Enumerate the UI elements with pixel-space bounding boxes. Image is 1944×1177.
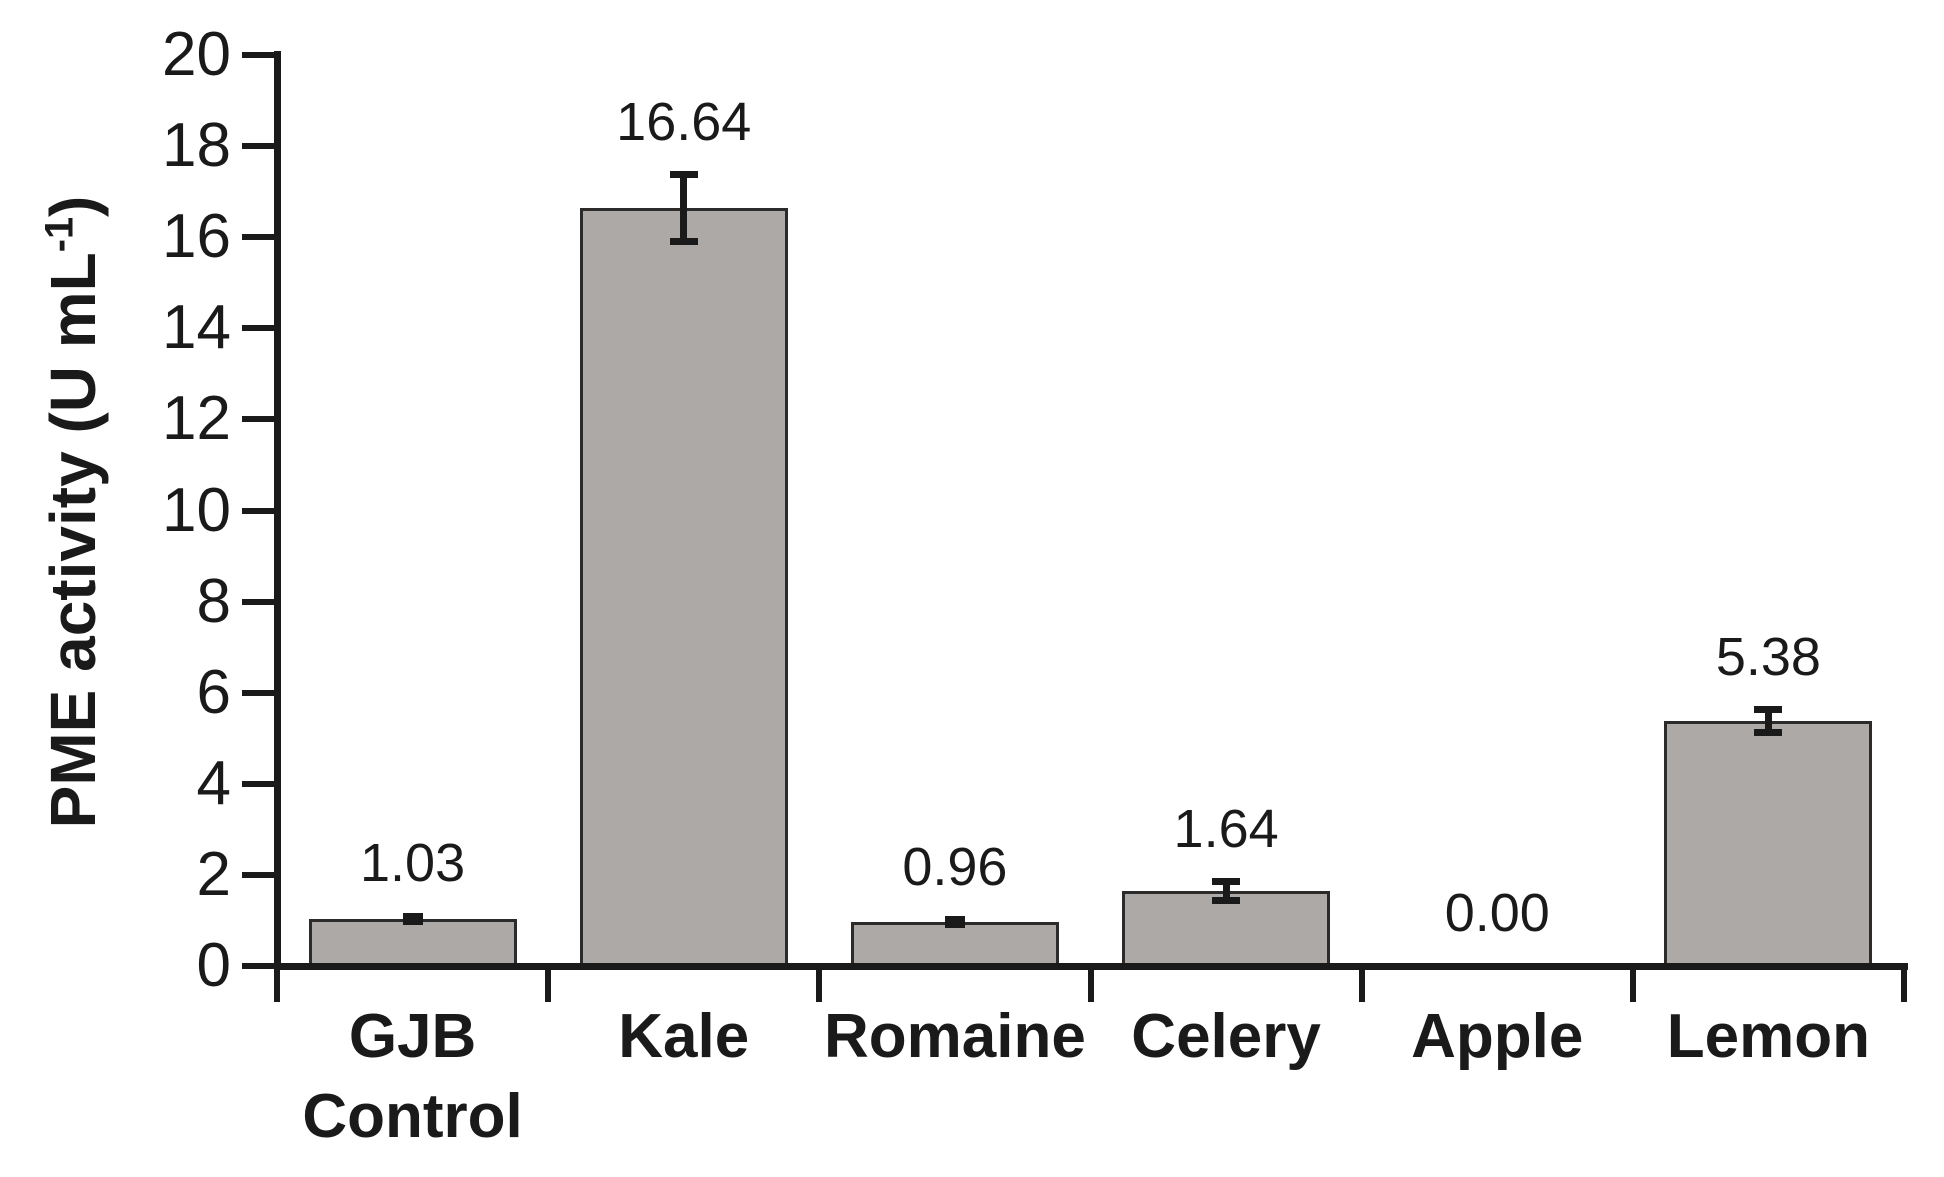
category-label-gjb: GJB Control [302, 997, 522, 1157]
x-axis-tick [1087, 966, 1094, 1002]
value-label: 5.38 [1715, 626, 1821, 687]
y-axis-tick [241, 963, 277, 969]
error-bar-cap-top [402, 912, 423, 920]
y-axis-tick [241, 871, 277, 878]
y-axis-tick [241, 598, 277, 605]
error-bar-cap-top [1212, 878, 1241, 886]
error-bar-cap-bottom [669, 237, 698, 245]
value-label: 16.64 [616, 91, 752, 152]
error-bar-whisker [1222, 881, 1230, 901]
bar-gjb [308, 919, 517, 966]
y-tick-label: 10 [162, 475, 231, 545]
category-label-line: Control [302, 1082, 523, 1151]
y-axis-tick [241, 52, 277, 58]
category-label-lemon: Lemon [1667, 997, 1870, 1077]
y-tick-label: 20 [162, 20, 231, 89]
y-axis-tick [241, 143, 277, 150]
bar-romaine [850, 922, 1059, 966]
y-axis-tick [241, 507, 277, 514]
y-tick-label: 2 [196, 839, 231, 909]
x-axis-tick [274, 966, 280, 1002]
y-tick-label: 16 [162, 202, 231, 272]
error-bar-cap-top [669, 171, 698, 179]
category-label-line: GJB [348, 1002, 477, 1071]
x-axis-tick [1629, 966, 1636, 1002]
y-tick-label: 12 [162, 384, 231, 454]
value-label: 0.00 [1444, 883, 1550, 943]
error-bar-cap-bottom [1754, 728, 1783, 736]
y-tick-label: 4 [196, 748, 231, 818]
value-label: 1.03 [360, 833, 466, 894]
bar-kale [579, 208, 788, 966]
y-axis-tick [241, 689, 277, 696]
y-axis-tick [241, 325, 277, 332]
y-tick-label: 6 [196, 657, 231, 727]
y-axis-tick [241, 780, 277, 787]
value-label: 0.96 [902, 836, 1008, 897]
y-tick-label: 14 [162, 293, 231, 363]
error-bar-cap-bottom [402, 918, 423, 926]
y-axis-tick [241, 416, 277, 423]
category-label-line: Celery [1131, 1002, 1321, 1071]
error-bar-cap-top [944, 916, 965, 924]
value-label: 1.64 [1173, 798, 1279, 859]
y-tick-label: 18 [162, 111, 231, 181]
x-axis-tick [1901, 966, 1908, 1002]
x-axis-tick [1358, 966, 1365, 1002]
error-bar-whisker [680, 174, 688, 242]
category-label-romaine: Romaine [824, 997, 1086, 1077]
y-axis-line [273, 51, 281, 970]
category-label-line: Lemon [1666, 1002, 1871, 1071]
category-label-apple: Apple [1411, 997, 1583, 1077]
x-axis-tick [545, 966, 552, 1002]
category-label-line: Apple [1411, 1002, 1584, 1071]
category-label-celery: Celery [1131, 997, 1321, 1077]
x-axis-tick [816, 966, 823, 1002]
error-bar-whisker [1764, 709, 1772, 733]
error-bar-cap-top [1754, 706, 1783, 714]
error-bar-cap-bottom [944, 921, 965, 929]
category-label-kale: Kale [618, 997, 749, 1077]
category-label-line: Kale [618, 1002, 750, 1071]
y-tick-label: 8 [196, 566, 231, 636]
y-tick-label: 0 [196, 931, 231, 1000]
category-label-line: Romaine [824, 1002, 1086, 1071]
error-bar-cap-bottom [1212, 897, 1241, 905]
bar-lemon [1664, 720, 1873, 966]
y-axis-tick [241, 234, 277, 241]
